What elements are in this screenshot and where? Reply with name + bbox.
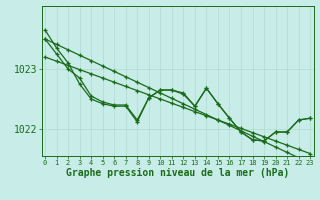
X-axis label: Graphe pression niveau de la mer (hPa): Graphe pression niveau de la mer (hPa) [66, 168, 289, 178]
